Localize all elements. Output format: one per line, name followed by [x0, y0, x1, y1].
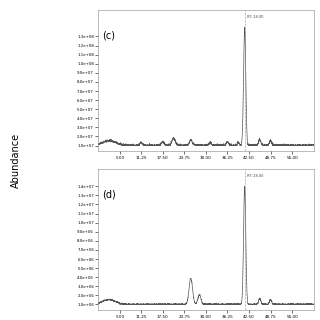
Text: Abundance: Abundance: [11, 132, 21, 188]
Text: (c): (c): [102, 31, 116, 41]
Text: RT: 28.00: RT: 28.00: [247, 174, 263, 178]
Text: RT: 28.00: RT: 28.00: [247, 15, 263, 19]
Text: (d): (d): [102, 190, 116, 200]
